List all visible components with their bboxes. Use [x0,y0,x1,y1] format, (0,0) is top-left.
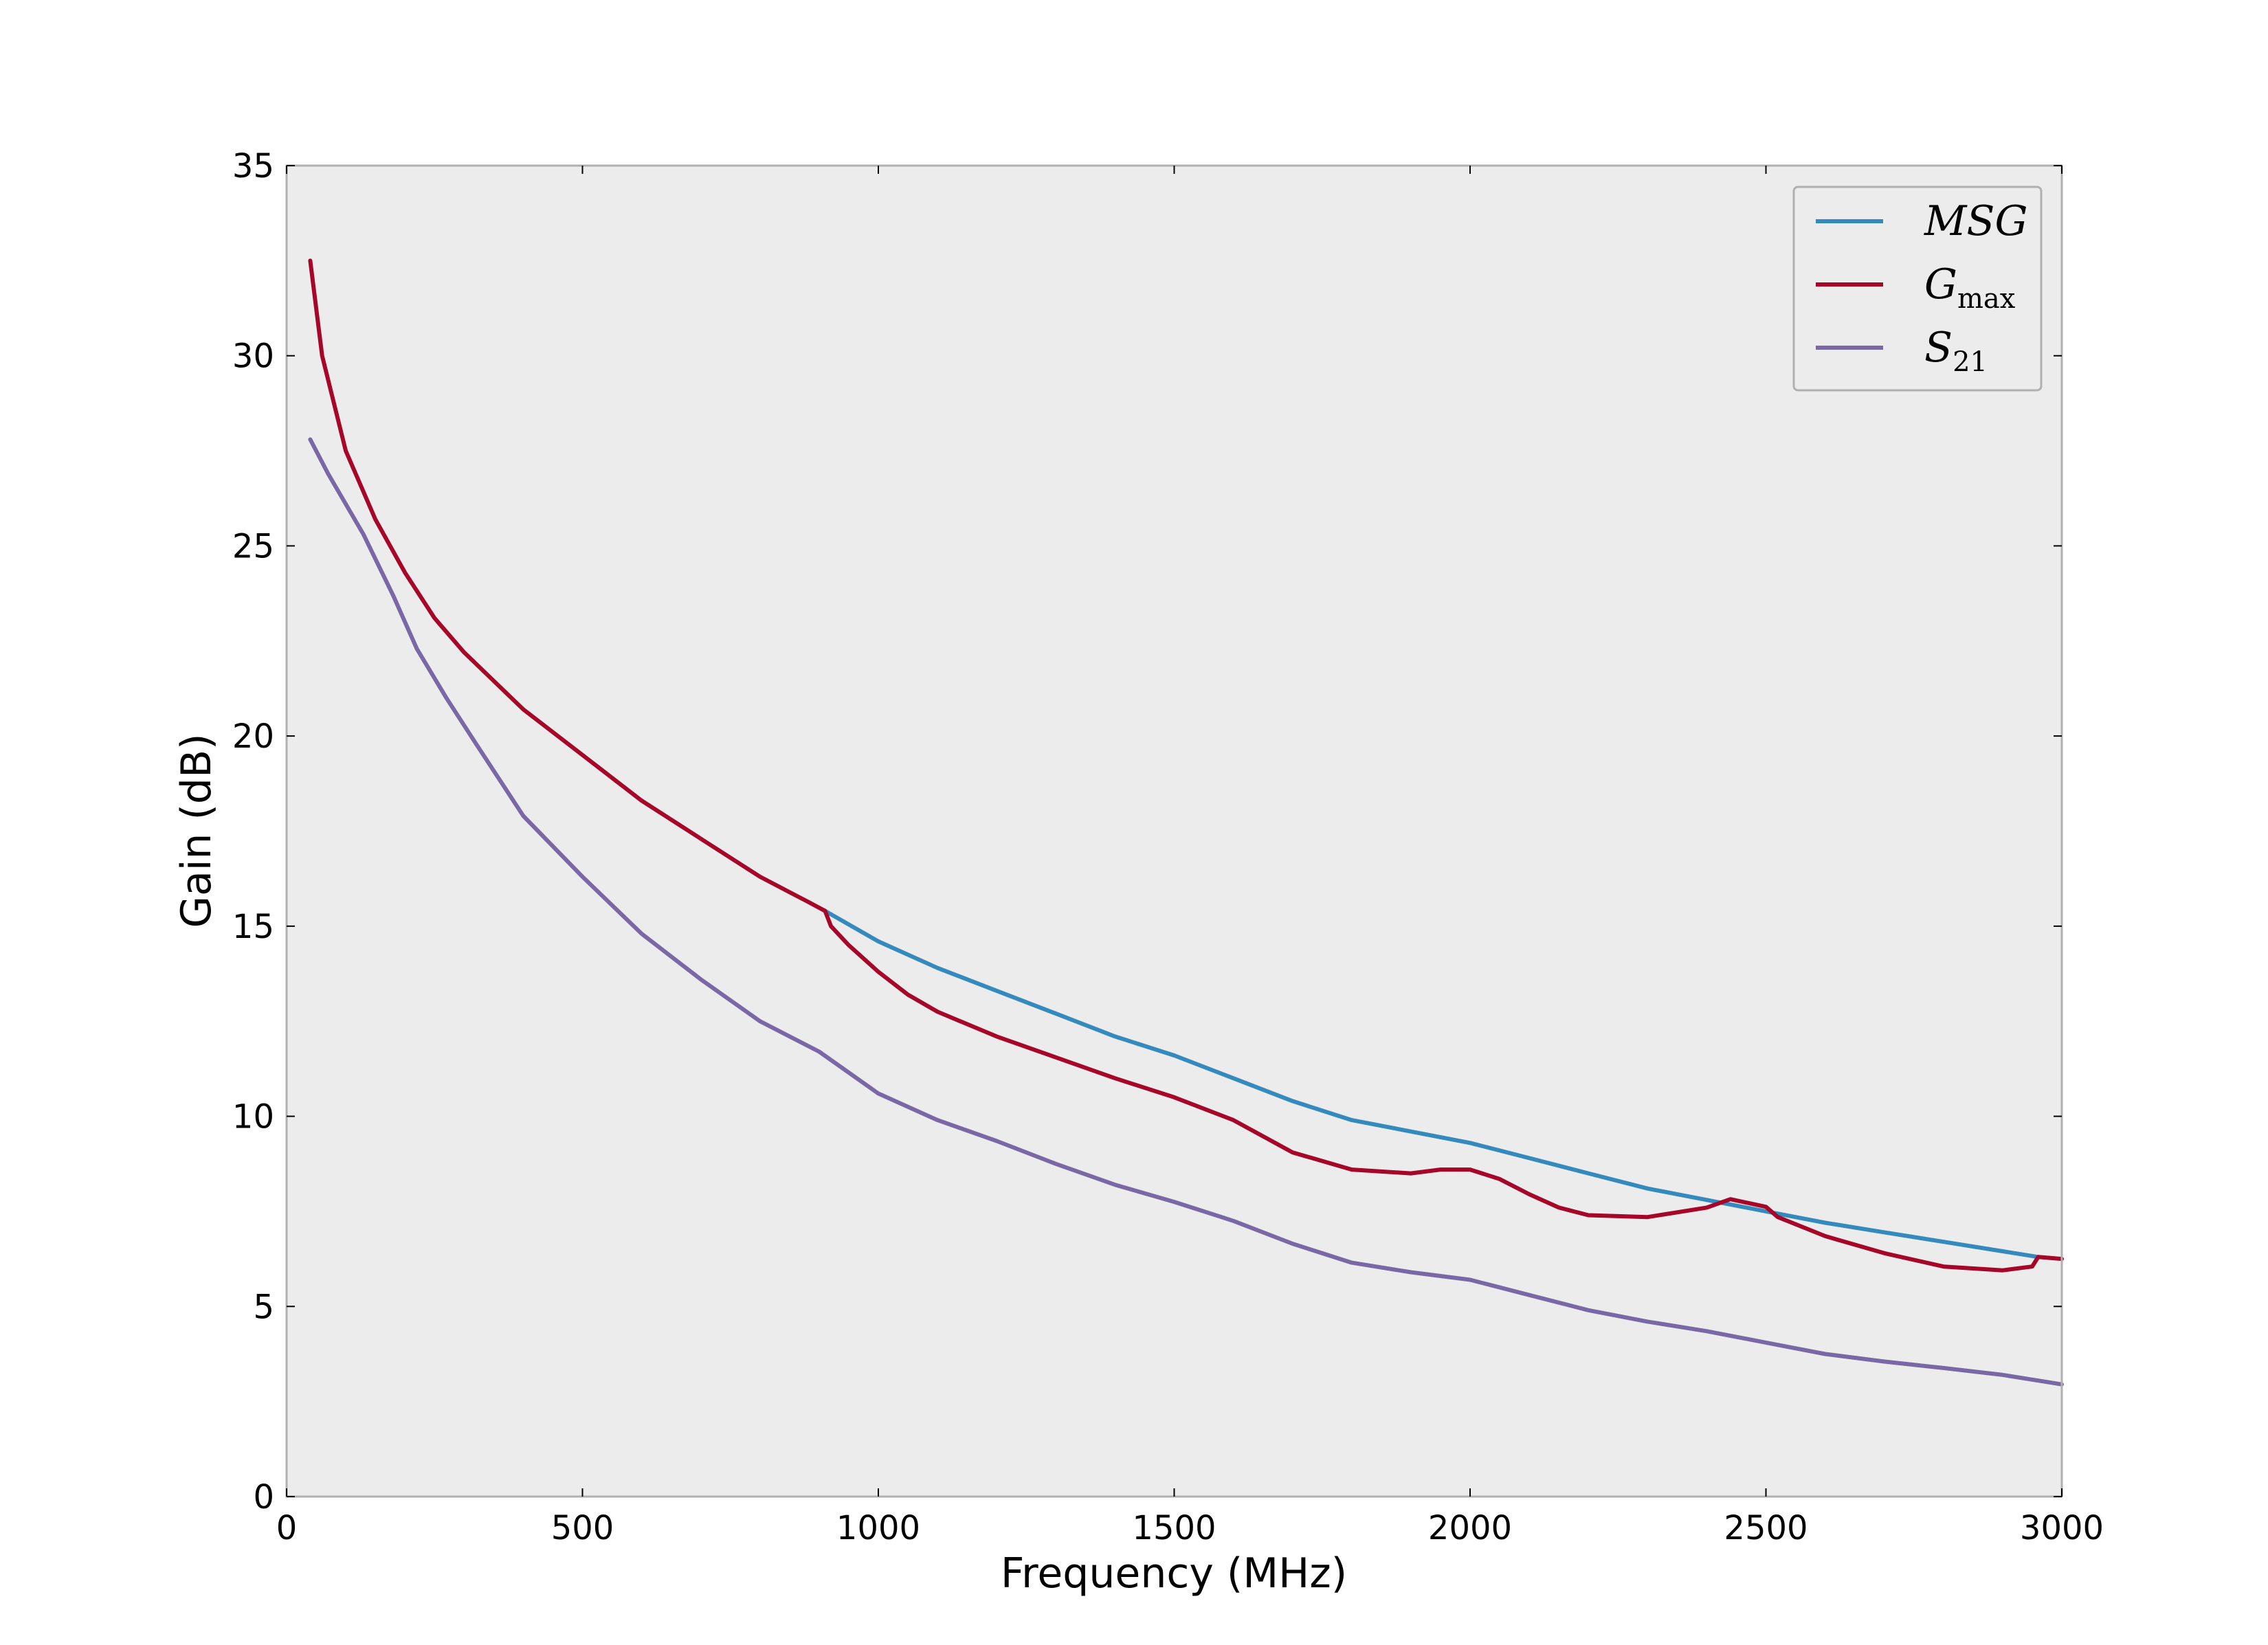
x-tick-label: 500 [551,1509,614,1547]
x-axis-title: Frequency (MHz) [1001,1549,1347,1598]
x-tick-label: 0 [276,1509,298,1547]
x-tick-label: 2500 [1724,1509,1808,1547]
legend-label-msg: MSG [1924,197,2027,245]
plot-area [287,166,2062,1497]
series-layer [308,258,2064,1387]
y-tick-label: 20 [232,717,274,756]
y-tick-label: 0 [253,1478,274,1517]
legend-label-gmax: Gmax [1924,260,2016,315]
x-tick-label: 1500 [1132,1509,1216,1547]
y-tick-label: 30 [232,337,274,376]
series-line-gmax [308,258,2064,1273]
y-tick-label: 10 [232,1098,274,1137]
y-tick-label: 5 [253,1288,274,1326]
series-line-msg [823,908,2041,1260]
series-line-s21 [308,437,2064,1387]
x-tick-label: 2000 [1428,1509,1512,1547]
x-tick-label: 1000 [836,1509,920,1547]
x-tick-label: 3000 [2020,1509,2104,1547]
y-tick-label: 25 [232,527,274,566]
y-axis-title: Gain (dB) [173,733,221,928]
ticks-layer: 0 500 1000 1500 2000 2500 3000 0 5 10 15 20 25 30 35 [232,147,2104,1547]
y-tick-label: 15 [232,908,274,946]
legend-box [1792,186,2043,392]
y-tick-label: 35 [232,147,274,186]
